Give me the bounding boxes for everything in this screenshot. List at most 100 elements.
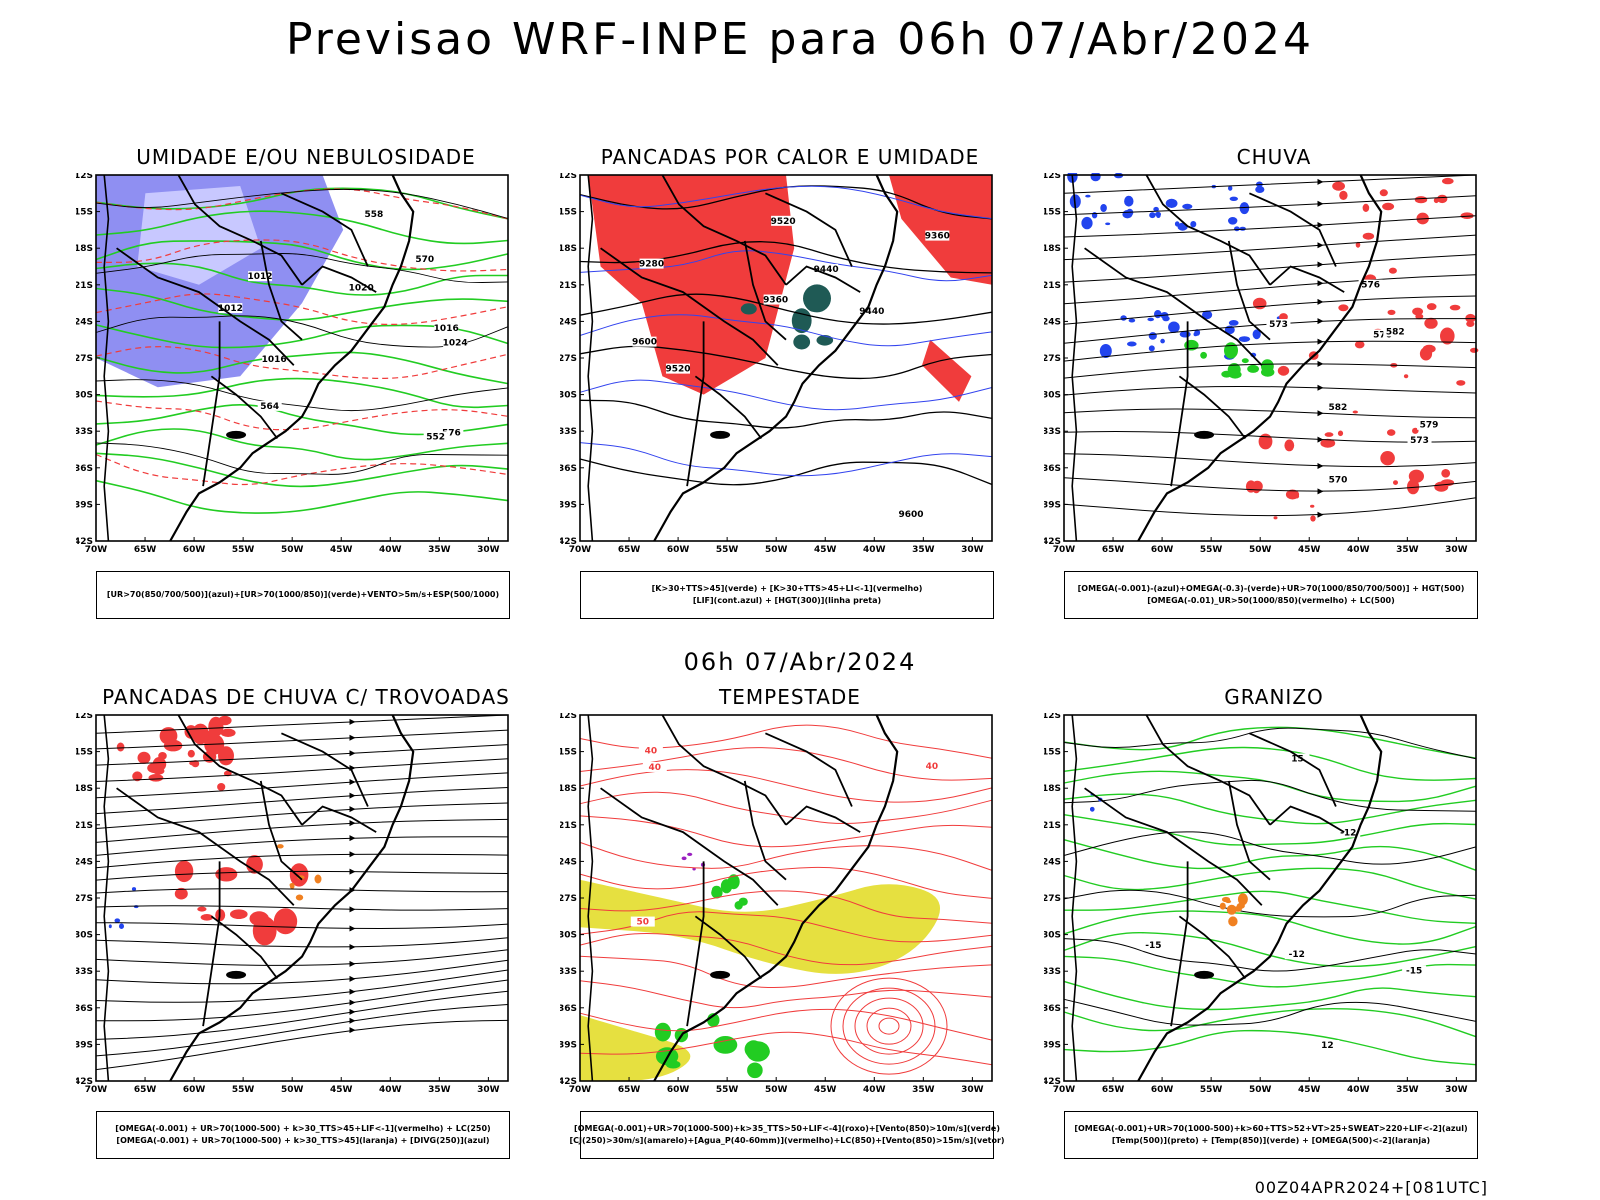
temp850-contour [1063,931,1477,968]
contour-label: 1012 [248,272,273,282]
lon-tick-label: 40W [1347,545,1370,555]
lon-tick-label: 55W [716,545,739,555]
rain-area-red [1424,317,1438,329]
streamline [95,772,509,799]
streamline-arrow [349,988,356,995]
streamline [1063,340,1477,362]
contour-label: 9440 [859,307,884,317]
thunder-area-red [132,771,143,782]
red-dashed-contour [95,346,509,380]
lat-tick-label: 21S [76,281,93,291]
lon-tick-label: 60W [183,1085,206,1095]
streamline-arrow [1317,488,1324,495]
lon-tick-label: 45W [814,1085,837,1095]
contour-label-bg [763,294,788,305]
lat-tick-label: 15S [560,208,577,218]
state-border [281,732,369,807]
streamline [95,905,509,911]
thunder-area-red [152,757,167,772]
lon-tick-label: 35W [912,1085,935,1095]
red-dashed-contour [95,400,509,431]
lon-tick-label: 50W [281,1085,304,1095]
contour-label: 9520 [665,365,690,375]
state-border [202,321,221,487]
streamline-arrow [349,960,356,967]
rain-area-red [1252,297,1267,310]
instability-area [588,175,795,395]
pressure-contour [95,442,509,475]
omega-area-green [1224,342,1238,359]
state-border [1249,192,1337,267]
lon-tick-label: 45W [1298,545,1321,555]
lat-tick-label: 30S [560,931,577,941]
lc850-contour [579,890,993,924]
omega-area-blue [1228,320,1239,326]
contour-label-bg [1284,949,1309,960]
streamline [1063,497,1477,517]
rain-area-red [1352,410,1358,414]
thunder-area-red [273,908,298,935]
pressure-contour [95,188,509,219]
lat-tick-label: 36S [1044,1004,1061,1014]
state-border [210,375,279,440]
streamline-arrow [349,999,356,1006]
green-contour [95,479,509,514]
lat-tick-label: 15S [560,748,577,758]
state-border [1178,915,1247,980]
lon-tick-label: 55W [716,1085,739,1095]
contour-label-bg [898,509,923,520]
lc850-contour [579,791,993,825]
thunder-area-red [252,916,277,946]
rain-area-red [1284,439,1295,452]
rain-area-red [1449,304,1461,311]
lat-tick-label: 12S [560,173,577,181]
temp500-contour [1063,831,1477,865]
rain-area-red [1245,480,1257,493]
map-hail: -12 -12 -15 -15 12 15 12S 15S 18S 21S 24S 27S 30S 33S… [1044,713,1477,1095]
state-border [694,375,763,440]
lon-tick-label: 35W [428,545,451,555]
state-border [600,247,779,366]
contour-label: -15 [1145,941,1161,951]
contour-label: 12 [1321,1041,1334,1051]
lat-tick-label: 27S [1044,354,1061,364]
field-group: 9600 9520 9440 9360 9280 9600 9520 9440 9360 [579,175,993,520]
field-group [95,714,509,1071]
streamline-arrow [1317,384,1324,391]
thunder-area-red [230,909,248,919]
lon-tick-label: 50W [281,545,304,555]
omega-area-orange [1219,902,1226,910]
thunder-area-red [137,751,151,764]
temp500-contour [1063,889,1477,918]
lon-tick-label: 35W [1396,545,1419,555]
omega-area-blue [1153,206,1159,212]
lon-tick-label: 45W [330,545,353,555]
rain-area-red [1258,433,1273,450]
panel-rain: CHUVA 582 579 576 573 570 576 582 573 12S 15S 18S 2… [1044,145,1504,619]
map-heat-showers: 96009520944093609280960095209440936012S1… [560,173,993,555]
contour-label: 15 [1291,754,1304,764]
omega-area-orange [1226,904,1237,915]
temp850-contour [1063,793,1477,825]
lon-tick-label: 40W [379,1085,402,1095]
streamline-arrow [1317,280,1324,287]
lat-tick-label: 39S [76,1040,93,1050]
lon-tick-label: 35W [1396,1085,1419,1095]
lc850-contour [579,932,993,966]
streamline-arrow [349,750,356,757]
lat-tick-label: 27S [1044,894,1061,904]
wind-area-green [727,874,740,890]
streamline [95,802,509,829]
lat-tick-label: 36S [76,1004,93,1014]
state-border [765,192,853,267]
contour-label-bg [443,337,468,348]
hgt300-contour [579,185,993,220]
field-group: 1012 1016 1020 1024 1016 576 564 558 552 570 1012 [95,175,509,514]
contour-label: 40 [926,762,939,772]
rain-area-red [1380,451,1395,466]
lat-tick-label: 24S [560,857,577,867]
lat-tick-label: 27S [76,354,93,364]
rain-area-red [1442,177,1454,185]
